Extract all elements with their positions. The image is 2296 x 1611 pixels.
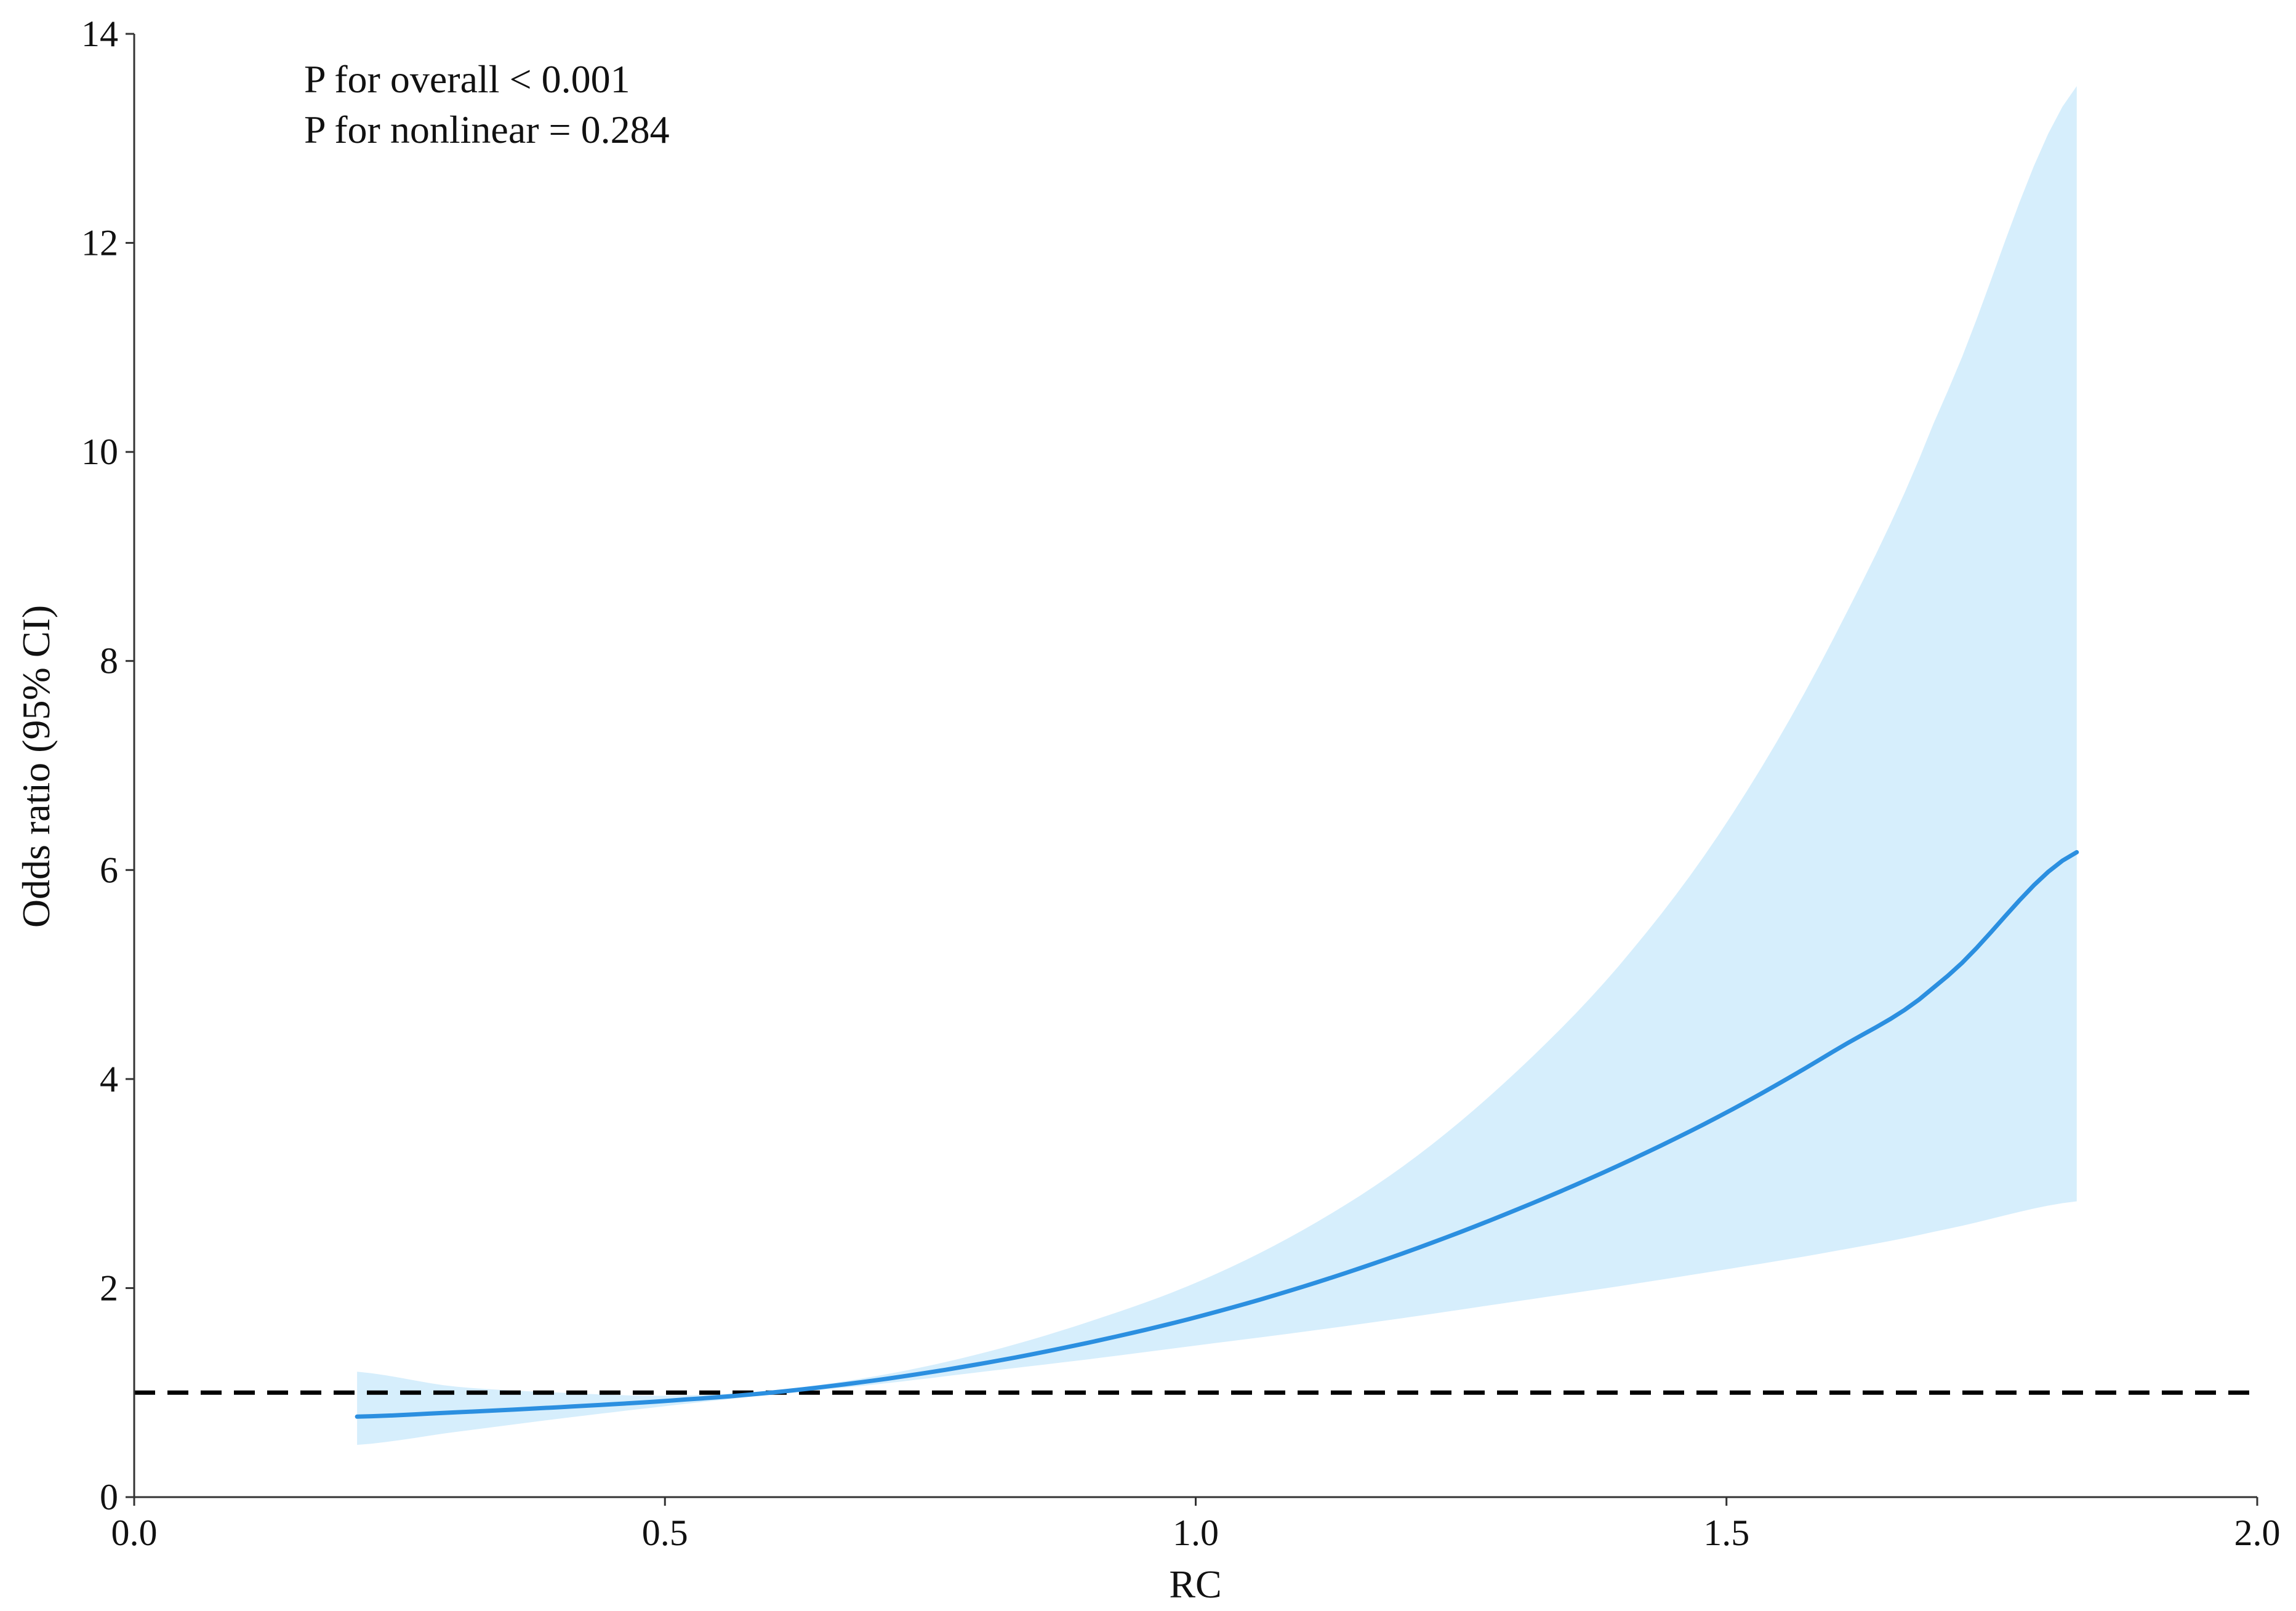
x-tick-label: 0.5 xyxy=(642,1513,688,1553)
y-tick-label: 0 xyxy=(100,1477,118,1517)
x-axis-title: RC xyxy=(1169,1562,1221,1606)
y-tick-label: 2 xyxy=(100,1268,118,1308)
p-nonlinear-annotation: P for nonlinear = 0.284 xyxy=(304,108,670,151)
x-axis-ticks: 0.0 0.5 1.0 1.5 2.0 xyxy=(111,1497,2281,1553)
x-tick-label: 2.0 xyxy=(2234,1513,2281,1553)
y-tick-label: 10 xyxy=(81,432,118,472)
y-axis-title: Odds ratio (95% CI) xyxy=(14,605,58,928)
odds-ratio-curve xyxy=(355,850,2079,1419)
y-tick-label: 12 xyxy=(81,223,118,263)
x-tick-label: 1.0 xyxy=(1173,1513,1219,1553)
y-tick-label: 8 xyxy=(100,641,118,681)
x-tick-label: 0.0 xyxy=(111,1513,158,1553)
confidence-band-layer xyxy=(357,86,2077,1445)
y-axis-ticks: 0 2 4 6 8 10 12 14 xyxy=(81,14,134,1517)
odds-ratio-curve-layer xyxy=(355,850,2079,1419)
y-tick-label: 4 xyxy=(100,1059,118,1099)
y-tick-label: 6 xyxy=(100,850,118,890)
x-tick-label: 1.5 xyxy=(1703,1513,1749,1553)
p-overall-annotation: P for overall < 0.001 xyxy=(304,57,630,101)
confidence-band xyxy=(357,86,2077,1445)
y-tick-label: 14 xyxy=(81,14,118,54)
